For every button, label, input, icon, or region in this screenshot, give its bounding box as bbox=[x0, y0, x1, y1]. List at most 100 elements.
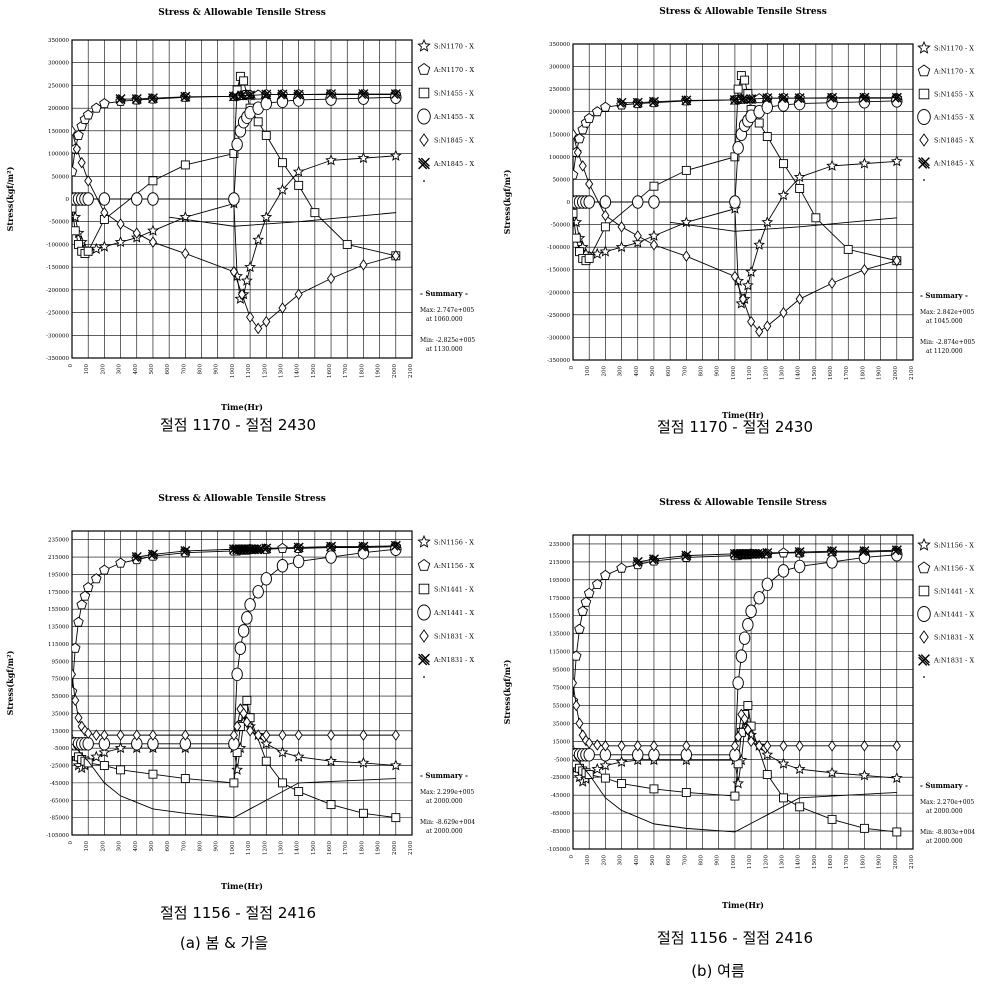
y-tick-label: -65000 bbox=[551, 811, 571, 817]
x-tick-label: 2100 bbox=[909, 855, 915, 869]
data-point-pentagon bbox=[99, 564, 110, 575]
data-point-square bbox=[261, 130, 271, 140]
data-point-star bbox=[90, 750, 103, 762]
data-point-crossed bbox=[115, 94, 126, 105]
y-tick-label: -85000 bbox=[551, 829, 571, 835]
series-circle bbox=[72, 542, 402, 751]
legend-entry: A:N1455 - X bbox=[433, 113, 474, 121]
data-point-diamond bbox=[77, 156, 86, 169]
data-point-circle bbox=[131, 192, 143, 206]
data-point-diamond bbox=[148, 236, 158, 248]
data-point-star bbox=[357, 756, 370, 768]
data-point-pentagon bbox=[583, 587, 595, 598]
y-tick-label: 350000 bbox=[48, 38, 69, 44]
data-point-diamond bbox=[575, 717, 584, 730]
data-point-diamond bbox=[359, 729, 368, 741]
data-point-star bbox=[292, 165, 305, 177]
data-point-star bbox=[90, 242, 103, 254]
chart-legend: S:N1170 - X A:N1170 - X S:N1455 - X A:N1455… bbox=[917, 40, 974, 181]
data-point-crossed bbox=[794, 547, 805, 558]
data-point-square bbox=[733, 84, 743, 94]
x-tick-label: 1300 bbox=[779, 855, 785, 869]
data-point-pentagon bbox=[592, 578, 603, 589]
data-point-square bbox=[326, 800, 336, 810]
x-tick-label: 1600 bbox=[327, 364, 333, 378]
data-point-crossed bbox=[827, 546, 838, 557]
data-point-crossed bbox=[147, 93, 158, 104]
legend-entry: S:N1845 - X bbox=[934, 137, 974, 145]
x-axis-label: Time(Hr) bbox=[722, 410, 764, 420]
data-point-diamond bbox=[860, 740, 869, 752]
legend-marker-pentagon bbox=[917, 561, 931, 574]
data-point-star bbox=[826, 159, 838, 171]
data-point-circle bbox=[228, 192, 240, 206]
data-point-diamond bbox=[262, 315, 271, 328]
data-point-star bbox=[615, 755, 628, 767]
legend-marker-square bbox=[418, 583, 430, 595]
data-point-square bbox=[72, 203, 77, 213]
data-point-crossed bbox=[254, 544, 265, 555]
data-point-square bbox=[762, 770, 772, 779]
data-point-star bbox=[260, 210, 273, 223]
chart-legend: S:N1156 - X A:N1156 - X S:N1441 - X A:N1441… bbox=[917, 537, 974, 678]
x-tick-label: 700 bbox=[181, 841, 187, 852]
y-tick-label: 195000 bbox=[549, 578, 570, 584]
y-tick-label: 100000 bbox=[48, 152, 69, 158]
data-point-crossed bbox=[180, 545, 191, 556]
data-point-diamond bbox=[229, 265, 238, 278]
x-tick-label: 400 bbox=[634, 366, 640, 377]
data-point-crossed bbox=[390, 540, 401, 551]
data-point-diamond bbox=[254, 322, 263, 335]
data-point-circle bbox=[260, 572, 272, 586]
x-tick-label: 1500 bbox=[812, 366, 818, 380]
data-point-diamond bbox=[740, 713, 749, 725]
y-tick-label: -25000 bbox=[551, 775, 571, 781]
y-axis-label: Stress(kgf/m²) bbox=[502, 659, 512, 724]
legend-entry: S:N1831 - X bbox=[434, 633, 474, 641]
series-line bbox=[169, 212, 396, 227]
summary-min-at: at 2000.000 bbox=[426, 828, 463, 835]
data-point-square bbox=[72, 226, 80, 236]
data-point-diamond bbox=[795, 740, 804, 752]
x-tick-label: 100 bbox=[84, 841, 90, 852]
data-point-crossed bbox=[245, 90, 256, 101]
data-point-pentagon bbox=[76, 599, 87, 610]
data-point-diamond bbox=[74, 711, 83, 724]
legend-entry: A:N1845 - X bbox=[933, 160, 974, 168]
summary-box: - Summary - Max: 2.299e+005 at 2000.000 Min… bbox=[420, 771, 475, 835]
legend-marker-square bbox=[918, 585, 930, 597]
x-tick-label: 0 bbox=[569, 855, 575, 859]
data-point-diamond bbox=[84, 175, 93, 187]
x-tick-label: 600 bbox=[165, 364, 171, 375]
data-point-star bbox=[276, 746, 289, 758]
legend-entry: S:N1455 - X bbox=[434, 90, 474, 98]
x-tick-label: 1900 bbox=[877, 366, 883, 380]
data-point-crossed bbox=[293, 542, 304, 553]
data-point-square bbox=[294, 787, 304, 797]
legend-dot bbox=[923, 179, 925, 181]
data-point-diamond bbox=[892, 254, 901, 267]
data-point-circle bbox=[82, 192, 94, 206]
data-point-diamond bbox=[181, 729, 190, 741]
x-tick-label: 1500 bbox=[812, 855, 818, 869]
data-point-star bbox=[98, 746, 111, 758]
x-tick-label: 500 bbox=[149, 364, 155, 375]
data-point-diamond bbox=[359, 259, 368, 271]
y-tick-label: 235000 bbox=[549, 542, 570, 548]
x-tick-label: 1200 bbox=[763, 366, 769, 380]
data-point-circle bbox=[761, 577, 773, 592]
x-tick-label: 1500 bbox=[311, 364, 317, 378]
data-point-square bbox=[795, 802, 805, 812]
data-point-square bbox=[261, 756, 271, 766]
data-point-square bbox=[116, 765, 126, 775]
data-point-square bbox=[743, 701, 753, 710]
y-tick-label: 215000 bbox=[549, 560, 570, 566]
y-tick-label: -250000 bbox=[46, 311, 69, 317]
data-point-pentagon bbox=[592, 106, 603, 117]
data-point-circle bbox=[147, 192, 159, 206]
data-point-square bbox=[573, 233, 581, 243]
x-tick-label: 1500 bbox=[311, 841, 317, 855]
data-point-crossed bbox=[648, 96, 659, 107]
data-point-circle bbox=[260, 96, 272, 111]
x-tick-label: 1800 bbox=[359, 841, 365, 855]
